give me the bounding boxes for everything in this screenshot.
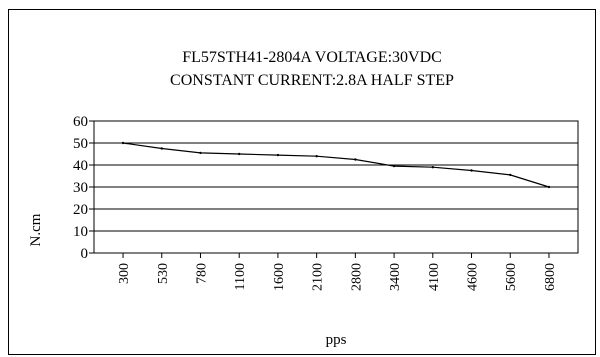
x-tick-label: 300 xyxy=(117,263,132,284)
data-point xyxy=(315,155,318,158)
y-axis-label: N.cm xyxy=(28,213,44,246)
x-axis-ticks: 300 530 780 1100 1600 2100 2800 3400 4100 4600 560… xyxy=(117,253,558,291)
data-point xyxy=(354,158,357,161)
series-group xyxy=(121,141,551,189)
data-point xyxy=(547,185,551,189)
y-tick-label: 0 xyxy=(81,246,89,262)
y-axis-ticks: 0 10 20 30 40 50 60 xyxy=(73,114,94,262)
data-point xyxy=(431,166,434,169)
chart-subtitle: CONSTANT CURRENT:2.8A HALF STEP xyxy=(170,72,454,89)
y-tick-label: 30 xyxy=(73,180,88,196)
y-tick-label: 20 xyxy=(73,202,88,218)
data-point xyxy=(470,169,473,172)
data-point xyxy=(160,147,163,150)
data-point xyxy=(199,151,202,155)
x-tick-label: 1600 xyxy=(272,263,287,291)
x-tick-label: 3400 xyxy=(388,263,403,291)
data-point xyxy=(238,152,241,156)
y-tick-label: 60 xyxy=(73,114,88,130)
series-line-0 xyxy=(122,142,550,188)
chart-title: FL57STH41-2804A VOLTAGE:30VDC xyxy=(182,49,442,66)
x-tick-label: 6800 xyxy=(543,263,558,291)
y-tick-label: 10 xyxy=(73,224,88,240)
x-tick-label: 1100 xyxy=(233,263,248,290)
grid-lines xyxy=(94,120,578,254)
y-tick-label: 40 xyxy=(73,158,88,174)
x-axis-label: pps xyxy=(326,332,347,348)
x-tick-label: 530 xyxy=(156,263,171,284)
x-tick-label: 2100 xyxy=(311,263,326,291)
x-tick-label: 5600 xyxy=(504,263,519,291)
x-tick-label: 4100 xyxy=(427,263,442,291)
data-point xyxy=(509,173,512,177)
x-tick-label: 2800 xyxy=(349,263,364,291)
y-tick-label: 50 xyxy=(73,136,88,152)
x-tick-label: 4600 xyxy=(466,263,481,291)
chart-frame xyxy=(8,9,596,355)
x-tick-label: 780 xyxy=(194,263,209,284)
data-point xyxy=(276,153,280,157)
data-point xyxy=(392,164,396,168)
data-point xyxy=(121,141,125,145)
